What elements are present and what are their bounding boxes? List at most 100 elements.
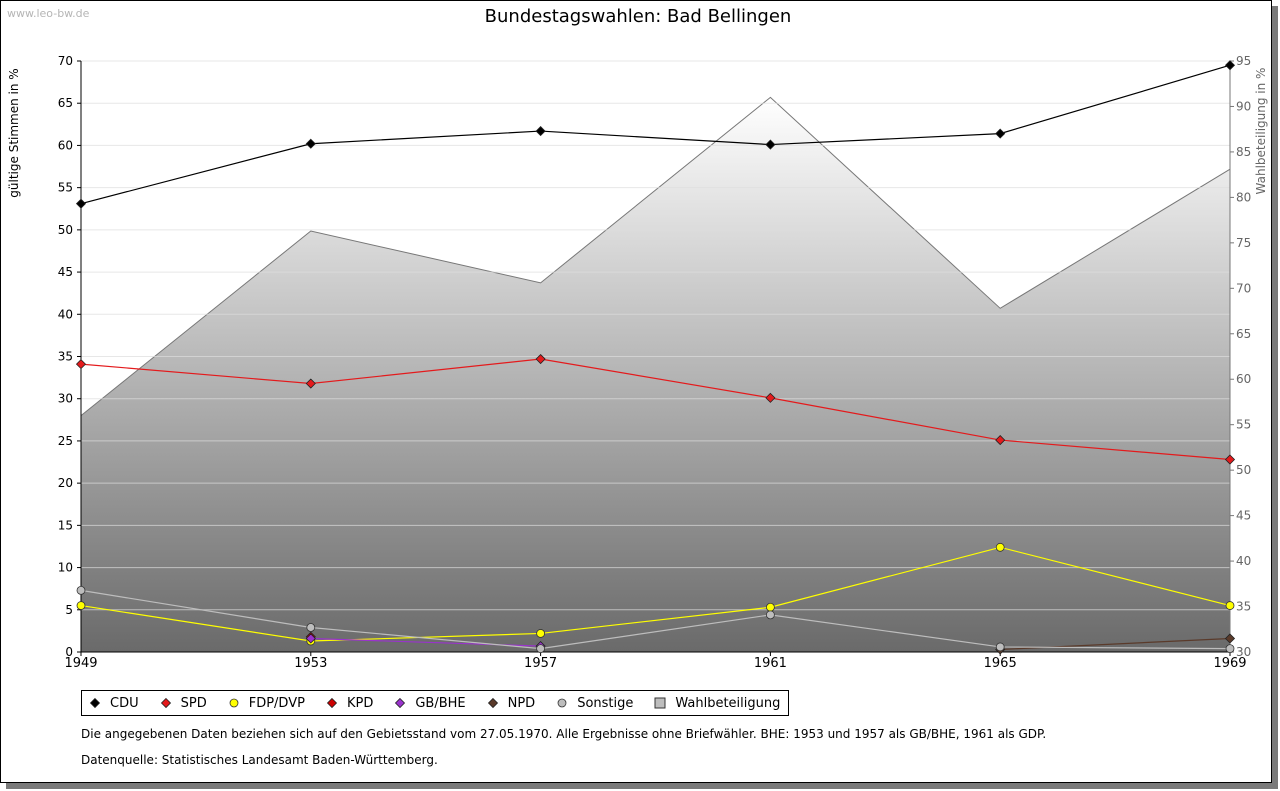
series-cdu <box>75 60 1236 209</box>
series-line-fdp-dvp <box>80 546 1231 642</box>
chart-title: Bundestagswahlen: Bad Bellingen <box>485 6 792 27</box>
source-text: Datenquelle: Statistisches Landesamt Bad… <box>81 753 438 767</box>
point-sonstige <box>306 623 316 632</box>
x-tick-label: 1949 <box>64 656 97 671</box>
y2-tick-label: 50 <box>1236 463 1251 477</box>
y-tick-label: 65 <box>58 96 73 110</box>
point-cdu <box>535 126 546 137</box>
y2-tick-label: 40 <box>1236 554 1251 568</box>
turnout-area-outline <box>80 96 1231 416</box>
legend-item: NPD <box>484 695 536 711</box>
y-tick-label: 25 <box>58 434 73 448</box>
y2-tick-label: 95 <box>1236 54 1251 68</box>
legend-label: CDU <box>110 695 139 711</box>
legend-marker <box>487 697 498 709</box>
y2-tick-label: 30 <box>1236 645 1251 659</box>
legend-item: CDU <box>86 696 139 711</box>
legend-symbol <box>395 697 406 709</box>
legend-label: FDP/DVP <box>248 695 305 711</box>
y-tick-label: 70 <box>58 54 73 68</box>
y2-tick-label: 45 <box>1236 509 1251 523</box>
y-tick-label: 20 <box>58 476 73 490</box>
y-tick-label: 5 <box>65 603 73 617</box>
legend-item: KPD <box>323 696 373 711</box>
legend-symbol <box>557 698 567 708</box>
point-fdp-dvp <box>995 542 1005 552</box>
legend-label: Sonstige <box>577 695 634 711</box>
y-tick-label: 55 <box>58 181 73 195</box>
legend-item: GB/BHE <box>391 695 466 711</box>
legend-symbol <box>229 698 239 708</box>
point-spd <box>305 378 316 389</box>
x-tick-label: 1969 <box>1213 656 1246 671</box>
legend-marker <box>89 697 101 709</box>
series-spd <box>75 353 1236 465</box>
y2-tick-label: 90 <box>1236 99 1251 113</box>
legend-symbol <box>160 697 171 709</box>
point-cdu <box>765 139 776 150</box>
legend-square <box>654 697 666 709</box>
legend: CDU SPD FDP/DVP KPD GB/BHE NPD Sonstige Wahlbet… <box>81 690 790 716</box>
y-tick-label: 0 <box>65 645 73 659</box>
y-tick-label: 50 <box>58 223 73 237</box>
legend-item: SPD <box>157 696 207 711</box>
series-line-spd <box>80 358 1231 461</box>
point-sonstige <box>536 644 545 654</box>
y-tick-label: 35 <box>58 350 73 364</box>
legend-symbol <box>326 697 338 709</box>
y2-axis-label: Wahlbeteiligung in % <box>1254 68 1268 195</box>
point-sonstige <box>766 610 775 620</box>
legend-item: Sonstige <box>553 696 633 711</box>
series-sonstige <box>76 585 1235 654</box>
point-spd <box>75 359 87 370</box>
legend-label: SPD <box>180 695 207 711</box>
turnout-area-layer <box>80 96 1231 652</box>
series-line-sonstige <box>80 589 1231 650</box>
y-tick-label: 30 <box>58 392 73 406</box>
legend-symbol <box>487 697 498 709</box>
x-tick-label: 1957 <box>524 656 557 671</box>
legend-label: KPD <box>346 695 374 711</box>
y2-tick-label: 55 <box>1236 418 1251 432</box>
legend-marker <box>326 697 338 709</box>
legend-marker <box>395 697 406 709</box>
point-fdp-dvp <box>76 601 86 610</box>
y2-tick-label: 70 <box>1236 281 1251 295</box>
legend-item: Wahlbeteiligung <box>651 696 780 711</box>
legend-label: NPD <box>507 695 536 711</box>
legend-marker <box>229 698 239 708</box>
point-fdp-dvp <box>766 602 775 612</box>
point-spd <box>765 392 776 403</box>
y-tick-label: 10 <box>58 561 73 575</box>
grid-layer <box>81 60 1230 653</box>
point-sonstige <box>995 642 1005 652</box>
x-tick-label: 1953 <box>294 656 327 671</box>
series-line-cdu <box>80 64 1231 205</box>
axis-layer: 0 5 10 15 20 25 30 35 40 45 50 55 60 65 70 30 35 40 45 50 55… <box>58 54 1252 671</box>
watermark: www.leo-bw.de <box>7 7 90 20</box>
y2-tick-label: 75 <box>1236 236 1251 250</box>
x-tick-label: 1965 <box>984 656 1017 671</box>
point-gb-bhe <box>305 633 316 644</box>
point-sonstige <box>76 585 86 595</box>
series-layer <box>75 60 1236 655</box>
x-tick-label: 1961 <box>754 656 787 671</box>
y2-tick-label: 85 <box>1236 145 1251 159</box>
point-cdu <box>1224 60 1236 71</box>
point-cdu <box>995 128 1006 139</box>
y2-tick-label: 35 <box>1236 600 1251 614</box>
legend-label: Wahlbeteiligung <box>675 695 781 711</box>
y-tick-label: 60 <box>58 138 73 152</box>
y-tick-label: 40 <box>58 307 73 321</box>
legend-item: FDP/DVP <box>225 696 305 711</box>
y2-tick-label: 60 <box>1236 372 1251 386</box>
y-tick-label: 15 <box>58 518 73 532</box>
legend-symbol <box>654 697 666 709</box>
point-fdp-dvp <box>536 629 545 638</box>
point-cdu <box>305 138 316 149</box>
note-text: Die angegebenen Daten beziehen sich auf … <box>81 727 1047 741</box>
legend-label: GB/BHE <box>415 695 466 711</box>
point-spd <box>535 353 546 365</box>
